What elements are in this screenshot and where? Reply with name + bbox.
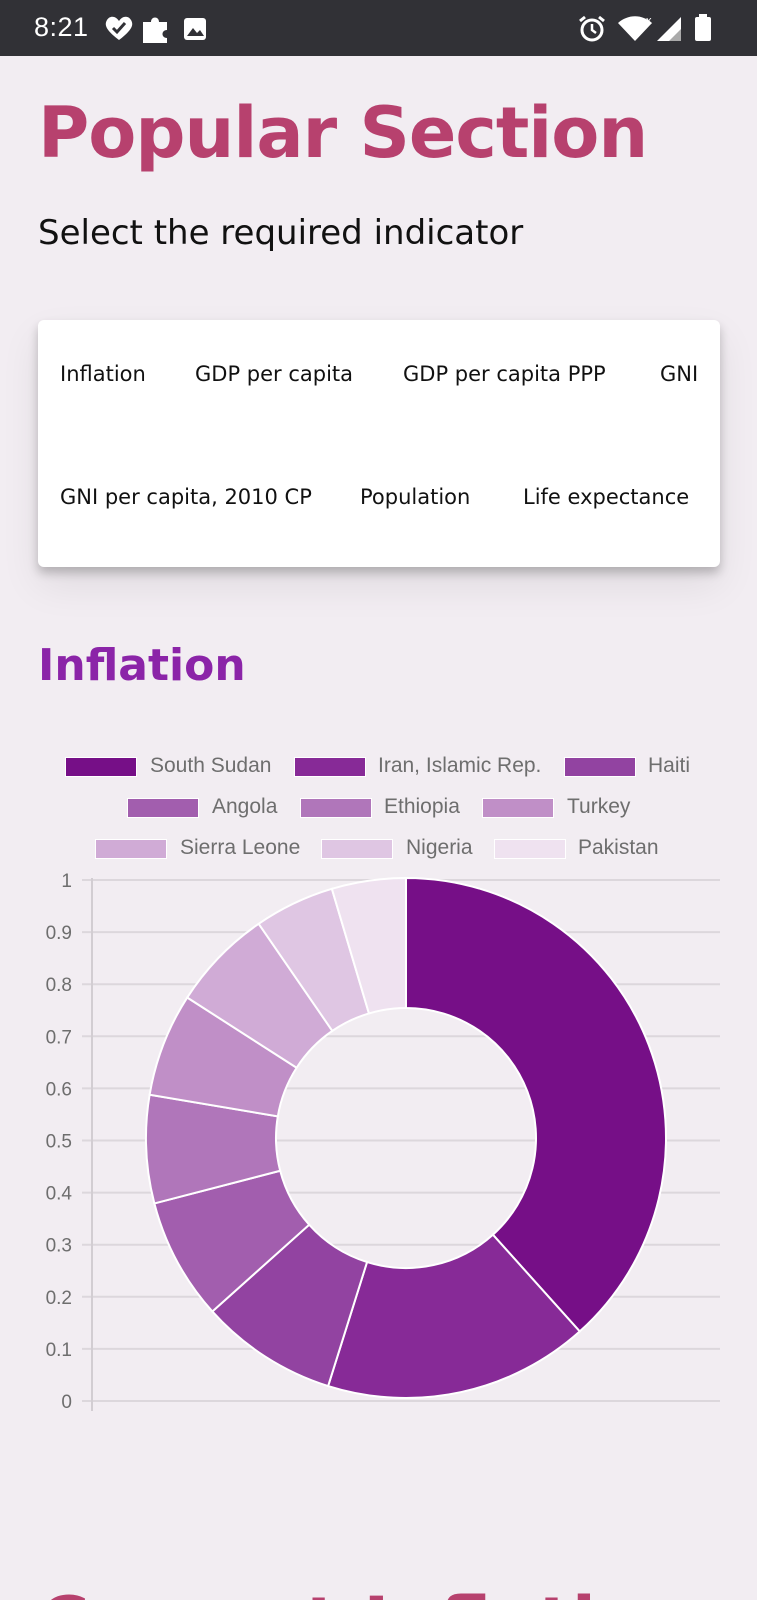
legend-label: Angola [212,795,278,818]
chart-slices [145,876,667,1399]
legend-swatch [482,798,554,818]
doughnut-slice[interactable] [405,876,667,1333]
y-tick-label: 0 [61,1392,72,1413]
legend-swatch [564,757,636,777]
section-title: Inflation [38,640,246,691]
legend-swatch [65,757,137,777]
legend-label: Turkey [567,795,631,818]
indicator-life-expectance[interactable]: Life expectance [523,485,690,509]
y-tick-label: 0.1 [46,1340,72,1361]
y-tick-label: 0.7 [46,1027,72,1048]
legend-label: Sierra Leone [180,836,301,859]
y-tick-label: 0.4 [46,1184,73,1205]
y-tick-label: 1 [61,871,72,892]
indicator-gdp-per-capita[interactable]: GDP per capita [195,362,354,386]
y-tick-label: 0.3 [46,1236,72,1257]
indicator-card: Inflation GDP per capita GDP per capita … [38,320,720,567]
health-icon [104,14,134,46]
y-tick-label: 0.5 [46,1132,72,1153]
indicator-population[interactable]: Population [360,485,471,509]
legend-label: South Sudan [150,754,272,777]
legend-swatch [127,798,199,818]
status-time: 8:21 [34,12,89,42]
indicator-gni[interactable]: GNI [660,362,699,386]
doughnut-chart: 1 0.9 0.8 0.7 0.6 0.5 0.4 0.3 0.2 0.1 0 [46,871,720,1413]
indicator-inflation[interactable]: Inflation [60,362,146,386]
svg-text:x: x [646,15,652,27]
legend-label: Iran, Islamic Rep. [378,754,542,777]
legend-swatch [300,798,372,818]
y-tick-label: 0.8 [46,975,72,996]
puzzle-icon [141,12,171,48]
next-section-title: Current Inflation [38,1582,694,1600]
alarm-icon [577,14,607,48]
legend-label: Ethiopia [384,795,460,818]
legend-swatch [95,839,167,859]
indicator-gni-per-capita[interactable]: GNI per capita, 2010 CP [60,485,312,509]
doughnut-slice[interactable] [326,1233,582,1399]
legend-swatch [321,839,393,859]
doughnut-slice[interactable] [330,876,407,1015]
legend-label: Nigeria [406,836,473,859]
legend-swatch [494,839,566,859]
indicator-gdp-per-capita-ppp[interactable]: GDP per capita PPP [403,362,606,386]
wifi-icon: x [617,14,653,46]
status-bar: 8:21 x [0,0,757,56]
page-subtitle: Select the required indicator [38,213,524,253]
legend-label: Haiti [648,754,691,777]
page-title: Popular Section [38,92,648,174]
legend-label: Pakistan [578,836,659,859]
image-icon [183,17,207,45]
y-tick-label: 0.9 [46,923,72,944]
y-tick-label: 0.6 [46,1079,72,1100]
signal-icon [655,16,683,46]
legend-swatch [294,757,366,777]
y-tick-label: 0.2 [46,1288,72,1309]
battery-icon [694,14,712,46]
